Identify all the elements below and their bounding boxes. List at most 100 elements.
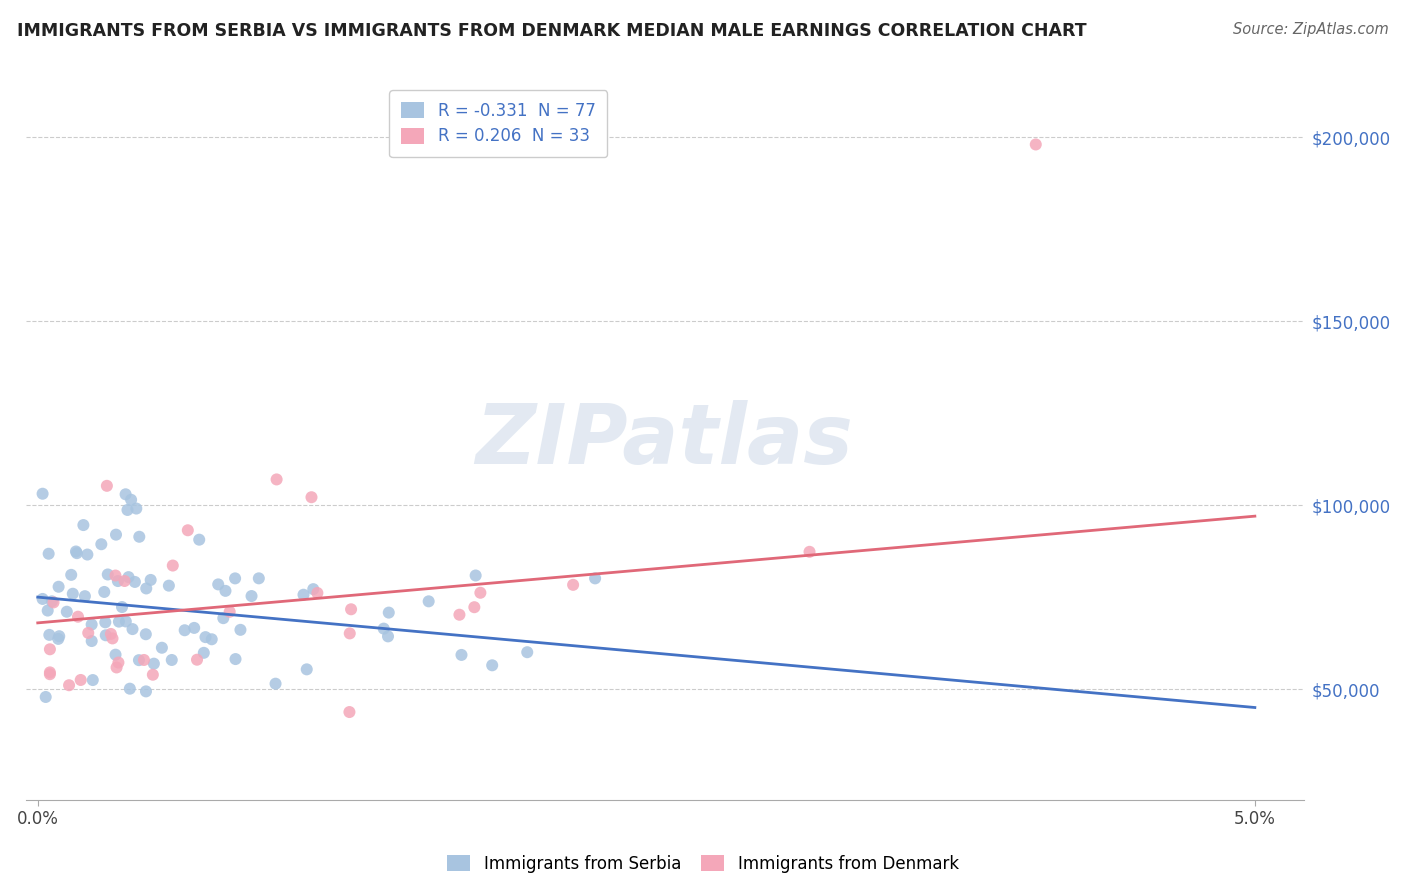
Point bbox=[201, 632, 224, 647]
Point bbox=[60, 567, 83, 582]
Point bbox=[111, 600, 134, 615]
Point bbox=[38, 642, 60, 657]
Point bbox=[80, 617, 103, 632]
Point bbox=[135, 627, 157, 641]
Point bbox=[105, 660, 128, 674]
Point bbox=[56, 605, 79, 619]
Point bbox=[583, 571, 606, 585]
Point bbox=[339, 626, 361, 640]
Point bbox=[177, 523, 200, 537]
Point bbox=[96, 479, 118, 493]
Point bbox=[516, 645, 538, 659]
Point bbox=[295, 662, 318, 676]
Point bbox=[100, 627, 122, 641]
Point bbox=[82, 673, 104, 687]
Point bbox=[35, 690, 58, 704]
Point bbox=[224, 571, 246, 585]
Point bbox=[173, 624, 195, 638]
Text: IMMIGRANTS FROM SERBIA VS IMMIGRANTS FROM DENMARK MEDIAN MALE EARNINGS CORRELATI: IMMIGRANTS FROM SERBIA VS IMMIGRANTS FRO… bbox=[17, 22, 1087, 40]
Point bbox=[80, 634, 103, 648]
Point bbox=[41, 594, 63, 608]
Text: Source: ZipAtlas.com: Source: ZipAtlas.com bbox=[1233, 22, 1389, 37]
Point bbox=[42, 595, 65, 609]
Point bbox=[69, 673, 91, 687]
Point bbox=[125, 501, 148, 516]
Point bbox=[193, 646, 215, 660]
Point bbox=[470, 586, 492, 600]
Point bbox=[114, 487, 136, 501]
Point bbox=[562, 578, 585, 592]
Point bbox=[124, 574, 146, 589]
Point bbox=[108, 615, 131, 629]
Point bbox=[218, 605, 240, 619]
Point bbox=[139, 573, 162, 587]
Point bbox=[31, 487, 53, 501]
Point bbox=[162, 558, 184, 573]
Point bbox=[186, 653, 208, 667]
Point bbox=[132, 653, 155, 667]
Legend: Immigrants from Serbia, Immigrants from Denmark: Immigrants from Serbia, Immigrants from … bbox=[440, 848, 966, 880]
Point bbox=[65, 544, 87, 558]
Point bbox=[340, 602, 363, 616]
Point bbox=[377, 629, 399, 643]
Point bbox=[247, 571, 270, 585]
Point bbox=[188, 533, 211, 547]
Point bbox=[38, 628, 60, 642]
Point bbox=[72, 518, 94, 533]
Point bbox=[266, 472, 288, 486]
Point bbox=[135, 582, 157, 596]
Point bbox=[225, 652, 247, 666]
Point bbox=[183, 621, 205, 635]
Point bbox=[418, 594, 440, 608]
Point bbox=[120, 492, 142, 507]
Point bbox=[101, 632, 124, 646]
Point bbox=[463, 600, 485, 615]
Point bbox=[66, 609, 89, 624]
Point bbox=[97, 567, 120, 582]
Point bbox=[212, 611, 235, 625]
Point bbox=[94, 628, 117, 642]
Point bbox=[66, 546, 89, 560]
Point bbox=[117, 570, 139, 584]
Point bbox=[46, 632, 69, 646]
Point bbox=[150, 640, 173, 655]
Point bbox=[799, 545, 821, 559]
Point bbox=[240, 589, 263, 603]
Point bbox=[104, 568, 127, 582]
Point bbox=[214, 583, 236, 598]
Point bbox=[93, 585, 115, 599]
Point bbox=[339, 705, 361, 719]
Point bbox=[90, 537, 112, 551]
Legend: R = -0.331  N = 77, R = 0.206  N = 33: R = -0.331 N = 77, R = 0.206 N = 33 bbox=[389, 90, 607, 157]
Point bbox=[450, 648, 472, 662]
Point bbox=[128, 653, 150, 667]
Point bbox=[1025, 137, 1047, 152]
Point bbox=[48, 580, 70, 594]
Point bbox=[118, 681, 141, 696]
Point bbox=[157, 579, 180, 593]
Point bbox=[37, 603, 59, 617]
Point bbox=[135, 684, 157, 698]
Point bbox=[73, 589, 96, 603]
Point bbox=[31, 591, 53, 606]
Point bbox=[38, 547, 60, 561]
Point bbox=[301, 490, 323, 504]
Point bbox=[107, 574, 129, 588]
Point bbox=[378, 606, 401, 620]
Point bbox=[464, 568, 486, 582]
Point bbox=[302, 582, 325, 596]
Point bbox=[117, 503, 139, 517]
Point bbox=[160, 653, 183, 667]
Point bbox=[38, 665, 60, 680]
Point bbox=[62, 587, 84, 601]
Point bbox=[292, 588, 315, 602]
Point bbox=[121, 622, 143, 636]
Point bbox=[449, 607, 471, 622]
Point bbox=[142, 667, 165, 681]
Point bbox=[194, 630, 217, 644]
Point bbox=[481, 658, 503, 673]
Point bbox=[104, 648, 127, 662]
Point bbox=[264, 676, 287, 690]
Point bbox=[114, 615, 136, 629]
Point bbox=[77, 626, 100, 640]
